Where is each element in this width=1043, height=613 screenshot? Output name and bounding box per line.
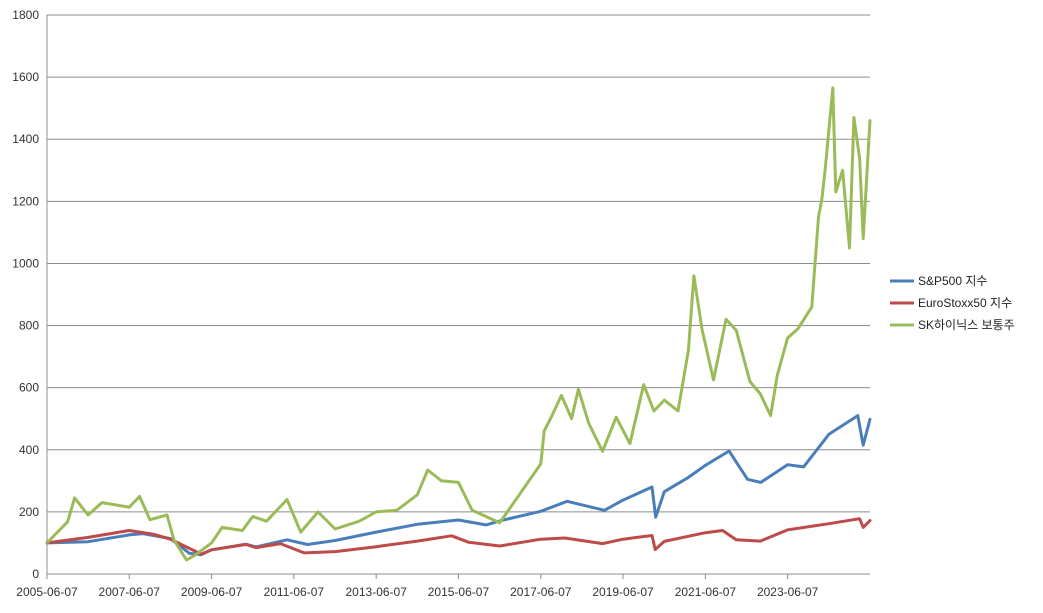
x-tick-label: 2021-06-07 <box>675 585 737 599</box>
y-tick-label: 1800 <box>12 8 39 22</box>
y-tick-label: 0 <box>32 567 39 581</box>
x-axis-tick-labels: 2005-06-07 2007-06-07 2009-06-07 2011-06-07… <box>16 585 818 599</box>
legend-label: SK하이닉스 보통주 <box>918 318 1015 332</box>
axes <box>46 15 870 579</box>
x-tick-label: 2011-06-07 <box>264 585 325 599</box>
x-tick-label: 2015-06-07 <box>428 585 490 599</box>
y-tick-label: 800 <box>19 319 39 333</box>
y-tick-label: 1600 <box>12 70 39 84</box>
series-line-3 <box>45 86 872 562</box>
x-tick-label: 2007-06-07 <box>99 585 161 599</box>
y-axis-tick-labels: 0 200 400 600 800 1000 1200 1400 1600 1800 <box>12 8 39 581</box>
x-tick-label: 2009-06-07 <box>181 585 243 599</box>
legend-label: EuroStoxx50 지수 <box>918 296 1012 310</box>
y-tick-label: 1200 <box>12 194 39 208</box>
y-tick-label: 1400 <box>12 132 39 146</box>
y-tick-label: 400 <box>19 443 39 457</box>
x-tick-label: 2023-06-07 <box>757 585 819 599</box>
x-tick-label: 2017-06-07 <box>510 585 572 599</box>
legend-label: S&P500 지수 <box>918 274 987 288</box>
series-line-2 <box>45 517 872 556</box>
y-tick-label: 600 <box>19 381 39 395</box>
gridlines <box>47 14 870 513</box>
x-tick-label: 2005-06-07 <box>16 585 78 599</box>
y-tick-label: 1000 <box>12 256 39 270</box>
legend: S&P500 지수 EuroStoxx50 지수 SK하이닉스 보통주 <box>890 274 1015 332</box>
x-tick-label: 2013-06-07 <box>346 585 408 599</box>
y-tick-label: 200 <box>19 505 39 519</box>
series-lines <box>45 86 872 562</box>
x-tick-label: 2019-06-07 <box>592 585 654 599</box>
